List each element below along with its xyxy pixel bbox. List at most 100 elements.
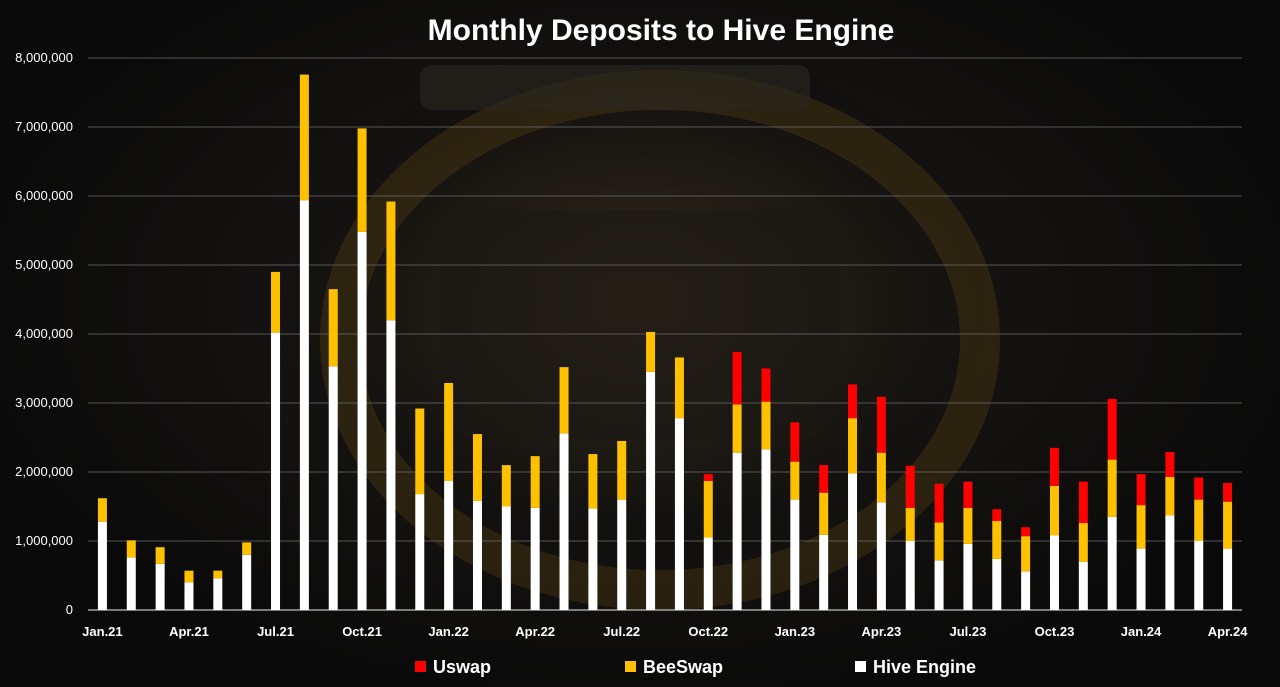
y-axis: 0 1,000,000 2,000,000 3,000,000 4,000,000 5,0…	[15, 50, 73, 617]
bar-segment-beeswap	[271, 271, 281, 333]
bar-segment-uswap	[732, 351, 742, 405]
bar-segment-hive-engine	[646, 371, 656, 610]
bar-segment-hive-engine	[386, 320, 396, 610]
bar-segment-hive-engine	[559, 433, 569, 610]
bar-segment-uswap	[934, 483, 944, 523]
bar-segment-uswap	[790, 422, 800, 462]
bar-segment-uswap	[905, 465, 915, 508]
bar-segment-hive-engine	[674, 418, 684, 610]
bar-segment-uswap	[1136, 474, 1146, 506]
legend-label-uswap: Uswap	[433, 657, 491, 677]
x-tick-label: Jan.23	[775, 624, 815, 639]
bar-segment-uswap	[992, 509, 1002, 521]
bar-segment-uswap	[819, 465, 829, 493]
bar-segment-beeswap	[934, 522, 944, 561]
bar-segment-hive-engine	[588, 508, 598, 610]
bar-segment-hive-engine	[1165, 515, 1175, 610]
bar-segment-uswap	[1165, 451, 1175, 477]
bar-segment-hive-engine	[732, 452, 742, 610]
bar-segment-beeswap	[97, 498, 107, 522]
chart-title: Monthly Deposits to Hive Engine	[428, 14, 895, 47]
bar-segment-hive-engine	[155, 563, 165, 610]
bar-segment-hive-engine	[790, 499, 800, 610]
bar-segment-hive-engine	[357, 231, 367, 610]
bar-segment-beeswap	[992, 520, 1002, 559]
x-tick-label: Apr.24	[1208, 624, 1249, 639]
bar-segment-hive-engine	[97, 521, 107, 610]
legend: Uswap BeeSwap Hive Engine	[415, 657, 976, 677]
bar-segment-hive-engine	[501, 506, 511, 610]
bar-segment-hive-engine	[328, 366, 338, 610]
y-tick-label: 4,000,000	[15, 326, 73, 341]
legend-label-beeswap: BeeSwap	[643, 657, 723, 677]
bar-segment-beeswap	[213, 570, 223, 579]
bar-segment-hive-engine	[184, 582, 194, 610]
bar-segment-beeswap	[1049, 485, 1059, 536]
bar-segment-hive-engine	[617, 499, 627, 610]
bar-segment-beeswap	[617, 440, 627, 500]
x-tick-label: Jul.23	[950, 624, 987, 639]
bar-segment-uswap	[703, 474, 713, 481]
bar-segment-hive-engine	[703, 537, 713, 610]
bar-segment-hive-engine	[1136, 548, 1146, 610]
x-tick-label: Oct.22	[688, 624, 728, 639]
y-tick-label: 6,000,000	[15, 188, 73, 203]
bar-segment-beeswap	[472, 434, 482, 501]
x-tick-label: Jul.21	[257, 624, 294, 639]
bar-segment-hive-engine	[271, 332, 281, 610]
bar-segment-hive-engine	[299, 200, 309, 610]
bar-segment-hive-engine	[213, 578, 223, 610]
bar-segment-hive-engine	[1049, 535, 1059, 610]
bar-segment-beeswap	[848, 418, 858, 474]
bar-segment-hive-engine	[530, 507, 540, 610]
bar-segment-hive-engine	[1078, 561, 1088, 610]
bar-segment-hive-engine	[444, 480, 454, 610]
x-tick-label: Oct.21	[342, 624, 382, 639]
bar-segment-beeswap	[588, 454, 598, 509]
x-tick-label: Jan.21	[82, 624, 122, 639]
bar-segment-uswap	[876, 396, 886, 453]
legend-swatch-beeswap	[625, 661, 636, 672]
bar-segment-uswap	[1107, 398, 1117, 460]
bar-segment-beeswap	[674, 357, 684, 419]
bar-segment-hive-engine	[242, 554, 252, 610]
x-axis: Jan.21 Apr.21 Jul.21 Oct.21 Jan.22 Apr.22 Jul.…	[82, 624, 1248, 639]
x-tick-label: Jul.22	[603, 624, 640, 639]
bar-segment-beeswap	[155, 547, 165, 564]
bar-segment-beeswap	[386, 201, 396, 321]
bar-segment-beeswap	[761, 401, 771, 450]
x-tick-label: Oct.23	[1035, 624, 1075, 639]
bar-segment-beeswap	[819, 492, 829, 535]
bar-segment-beeswap	[876, 452, 886, 503]
bar-segment-beeswap	[1223, 501, 1233, 549]
bar-segment-beeswap	[1136, 505, 1146, 549]
bar-segment-hive-engine	[1194, 541, 1204, 610]
bar-segment-uswap	[761, 368, 771, 402]
bar-segment-uswap	[963, 481, 973, 508]
gridlines	[88, 57, 1242, 611]
bar-segment-hive-engine	[761, 449, 771, 610]
bar-segment-beeswap	[905, 507, 915, 541]
bar-segment-beeswap	[1021, 536, 1031, 572]
y-tick-label: 1,000,000	[15, 533, 73, 548]
bar-segment-hive-engine	[1223, 548, 1233, 610]
bar-segment-beeswap	[790, 461, 800, 500]
bar-segment-hive-engine	[876, 502, 886, 610]
bar-segment-uswap	[1194, 477, 1204, 500]
bar-segment-beeswap	[357, 128, 367, 232]
bar-segment-beeswap	[646, 331, 656, 372]
bar-segment-beeswap	[1078, 523, 1088, 562]
bar-segment-uswap	[848, 384, 858, 419]
bar-segment-hive-engine	[1107, 516, 1117, 610]
bars	[97, 74, 1233, 610]
bar-segment-uswap	[1078, 481, 1088, 524]
x-tick-label: Apr.22	[515, 624, 555, 639]
x-tick-label: Apr.21	[169, 624, 209, 639]
bar-segment-beeswap	[530, 456, 540, 508]
y-tick-label: 2,000,000	[15, 464, 73, 479]
y-tick-label: 0	[66, 602, 73, 617]
bar-segment-hive-engine	[819, 534, 829, 610]
bar-segment-hive-engine	[963, 543, 973, 610]
